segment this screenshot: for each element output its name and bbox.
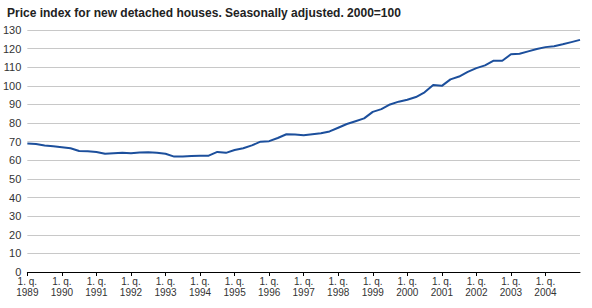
svg-text:1. q.: 1. q. — [363, 276, 382, 287]
svg-text:80: 80 — [9, 117, 21, 129]
svg-text:1994: 1994 — [189, 287, 212, 298]
svg-text:50: 50 — [9, 173, 21, 185]
svg-text:1991: 1991 — [85, 287, 108, 298]
svg-text:60: 60 — [9, 154, 21, 166]
svg-text:110: 110 — [4, 61, 22, 73]
svg-text:1999: 1999 — [362, 287, 385, 298]
svg-text:1992: 1992 — [120, 287, 143, 298]
svg-text:2000: 2000 — [396, 287, 419, 298]
svg-text:90: 90 — [9, 98, 21, 110]
svg-text:40: 40 — [9, 192, 21, 204]
svg-text:1. q.: 1. q. — [18, 276, 37, 287]
svg-text:70: 70 — [9, 136, 21, 148]
svg-text:1. q.: 1. q. — [328, 276, 347, 287]
svg-text:1. q.: 1. q. — [156, 276, 175, 287]
svg-text:1. q.: 1. q. — [87, 276, 106, 287]
svg-text:1990: 1990 — [51, 287, 74, 298]
svg-text:1. q.: 1. q. — [501, 276, 520, 287]
svg-text:1. q.: 1. q. — [432, 276, 451, 287]
svg-text:2004: 2004 — [534, 287, 557, 298]
svg-text:1. q.: 1. q. — [536, 276, 555, 287]
svg-text:1995: 1995 — [223, 287, 246, 298]
svg-text:1. q.: 1. q. — [259, 276, 278, 287]
svg-text:2001: 2001 — [431, 287, 454, 298]
svg-text:130: 130 — [3, 24, 21, 36]
svg-text:0: 0 — [15, 266, 22, 278]
svg-text:1. q.: 1. q. — [294, 276, 313, 287]
svg-text:1. q.: 1. q. — [225, 276, 244, 287]
svg-text:1. q.: 1. q. — [121, 276, 140, 287]
svg-text:1. q.: 1. q. — [398, 276, 417, 287]
svg-text:1. q.: 1. q. — [467, 276, 486, 287]
svg-text:Price index for new detached h: Price index for new detached houses. Sea… — [7, 6, 401, 20]
svg-text:2003: 2003 — [500, 287, 523, 298]
svg-text:1993: 1993 — [154, 287, 177, 298]
svg-text:1998: 1998 — [327, 287, 350, 298]
svg-text:1. q.: 1. q. — [190, 276, 209, 287]
svg-text:1996: 1996 — [258, 287, 281, 298]
svg-text:10: 10 — [9, 247, 21, 259]
svg-text:1989: 1989 — [16, 287, 39, 298]
svg-text:1. q.: 1. q. — [52, 276, 71, 287]
svg-text:20: 20 — [9, 229, 21, 241]
svg-text:120: 120 — [3, 43, 21, 55]
svg-text:2002: 2002 — [465, 287, 488, 298]
svg-text:30: 30 — [9, 210, 21, 222]
svg-text:1997: 1997 — [293, 287, 316, 298]
svg-text:100: 100 — [3, 80, 21, 92]
